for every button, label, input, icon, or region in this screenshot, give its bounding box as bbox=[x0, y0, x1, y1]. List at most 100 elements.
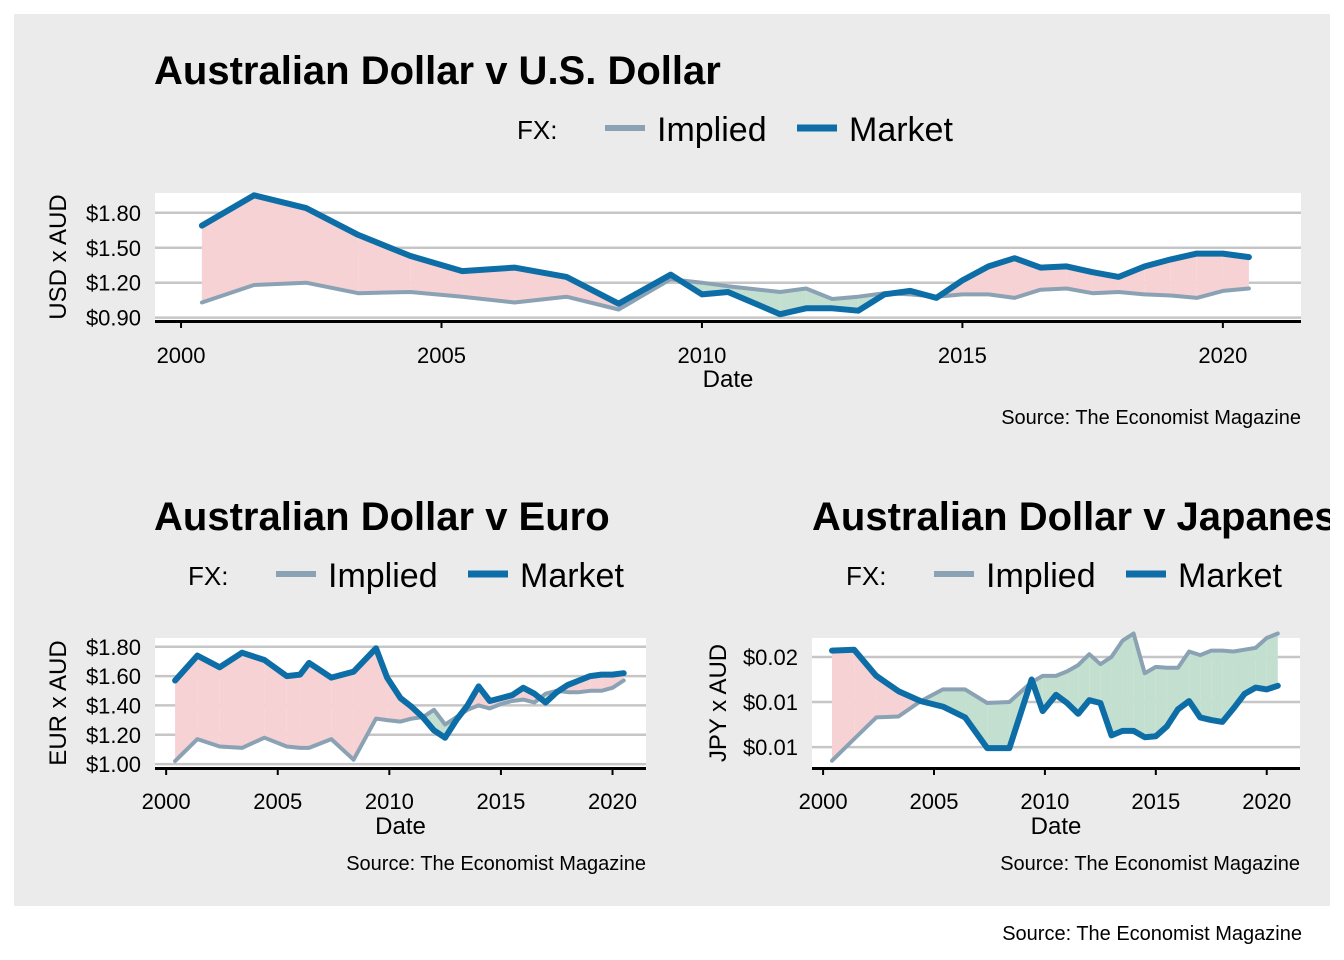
source-note: Source: The Economist Magazine bbox=[1001, 407, 1301, 429]
source-note: Source: The Economist Magazine bbox=[1000, 853, 1300, 875]
overvalued-area bbox=[308, 662, 332, 748]
x-tick-label: 2000 bbox=[157, 343, 206, 368]
y-tick-label: $0.01 bbox=[743, 735, 798, 760]
y-tick-label: $1.80 bbox=[86, 635, 141, 660]
overvalued-area bbox=[358, 234, 411, 294]
overvalued-area bbox=[286, 674, 301, 748]
legend: FX: Implied Market bbox=[846, 557, 1282, 595]
x-tick-label: 2005 bbox=[253, 789, 302, 814]
legend-label-market: Market bbox=[1178, 557, 1282, 595]
legend: FX: Implied Market bbox=[517, 111, 953, 149]
x-tick-label: 2005 bbox=[417, 343, 466, 368]
series-line-market bbox=[198, 192, 1252, 318]
chart-title: Australian Dollar v Euro bbox=[154, 495, 610, 539]
undervalued-area bbox=[1042, 675, 1056, 712]
undervalued-area bbox=[942, 689, 966, 718]
chart-title: Australian Dollar v Japanese Yen bbox=[812, 495, 1344, 539]
legend-title: FX: bbox=[188, 561, 228, 591]
chart-usd: Australian Dollar v U.S. Dollar FX: Implie… bbox=[45, 49, 1301, 429]
y-tick-label: $1.50 bbox=[86, 236, 141, 261]
y-tick-label: $1.40 bbox=[86, 693, 141, 718]
y-axis-title: EUR x AUD bbox=[45, 640, 72, 765]
undervalued-area bbox=[1266, 633, 1278, 690]
x-tick-label: 2010 bbox=[365, 789, 414, 814]
overvalued-area bbox=[831, 649, 855, 761]
legend-title: FX: bbox=[517, 115, 557, 145]
y-tick-label: $1.20 bbox=[86, 271, 141, 296]
legend-label-implied: Implied bbox=[986, 557, 1096, 595]
series-line-implied bbox=[173, 678, 626, 764]
x-tick-label: 2000 bbox=[142, 789, 191, 814]
x-tick-label: 2000 bbox=[799, 789, 848, 814]
legend-label-implied: Implied bbox=[328, 557, 438, 595]
undervalued-area bbox=[1122, 633, 1134, 731]
overvalued-area bbox=[264, 659, 287, 747]
y-tick-label: $0.02 bbox=[743, 645, 798, 670]
series-line-implied bbox=[199, 277, 1251, 312]
undervalued-area bbox=[1222, 650, 1234, 722]
y-axis-title: JPY x AUD bbox=[705, 644, 732, 762]
legend-title: FX: bbox=[846, 561, 886, 591]
overvalued-area bbox=[197, 655, 220, 747]
overvalued-area bbox=[387, 677, 401, 722]
undervalued-area bbox=[1111, 640, 1123, 736]
overvalued-area bbox=[1170, 253, 1197, 298]
x-tick-label: 2015 bbox=[938, 343, 987, 368]
series-line-market bbox=[172, 645, 627, 741]
x-tick-label: 2020 bbox=[1242, 789, 1291, 814]
overvalued-area bbox=[375, 648, 388, 721]
footer-source-note: Source: The Economist Magazine bbox=[1002, 923, 1302, 945]
undervalued-area bbox=[1133, 633, 1145, 738]
overvalued-area bbox=[1040, 266, 1067, 290]
overvalued-area bbox=[1196, 253, 1223, 298]
overvalued-area bbox=[201, 195, 254, 303]
x-axis-title: Date bbox=[375, 813, 426, 840]
undervalued-area bbox=[1200, 650, 1212, 721]
overvalued-area bbox=[300, 662, 309, 748]
y-tick-label: $1.60 bbox=[86, 664, 141, 689]
overvalued-area bbox=[175, 655, 198, 762]
undervalued-area bbox=[987, 702, 1010, 749]
x-tick-label: 2015 bbox=[1131, 789, 1180, 814]
y-tick-label: $1.80 bbox=[86, 201, 141, 226]
series-line-market bbox=[829, 646, 1281, 752]
x-tick-label: 2005 bbox=[910, 789, 959, 814]
overvalued-area bbox=[462, 267, 515, 303]
x-tick-label: 2020 bbox=[588, 789, 637, 814]
overvalued-area bbox=[1118, 266, 1145, 295]
source-note: Source: The Economist Magazine bbox=[346, 853, 646, 875]
chart-title: Australian Dollar v U.S. Dollar bbox=[154, 49, 721, 93]
overvalued-area bbox=[410, 255, 463, 297]
legend: FX: Implied Market bbox=[188, 557, 624, 595]
overvalued-area bbox=[898, 691, 921, 717]
overvalued-area bbox=[876, 675, 899, 718]
overvalued-area bbox=[962, 266, 989, 295]
y-tick-label: $0.90 bbox=[86, 306, 141, 331]
undervalued-area bbox=[1211, 650, 1223, 722]
x-tick-label: 2020 bbox=[1198, 343, 1247, 368]
x-tick-label: 2010 bbox=[677, 343, 726, 368]
undervalued-area bbox=[1244, 647, 1256, 694]
undervalued-area bbox=[1089, 654, 1101, 703]
y-tick-label: $1.00 bbox=[86, 752, 141, 777]
y-tick-label: $0.01 bbox=[743, 690, 798, 715]
overvalued-area bbox=[1144, 259, 1171, 296]
legend-label-market: Market bbox=[520, 557, 624, 595]
charts-root: Australian Dollar v U.S. Dollar FX: Implie… bbox=[45, 49, 1344, 875]
overvalued-area bbox=[353, 648, 376, 760]
x-axis-title: Date bbox=[1031, 813, 1082, 840]
x-axis-title: Date bbox=[703, 366, 754, 393]
overvalued-area bbox=[1222, 253, 1249, 291]
legend-label-implied: Implied bbox=[657, 111, 767, 149]
undervalued-area bbox=[1255, 638, 1267, 690]
legend-label-market: Market bbox=[849, 111, 953, 149]
overvalued-area bbox=[219, 652, 243, 748]
y-tick-label: $1.20 bbox=[86, 723, 141, 748]
overvalued-area bbox=[988, 258, 1015, 298]
undervalued-area bbox=[1155, 666, 1167, 737]
chart-jpy: Australian Dollar v Japanese Yen FX: Impli… bbox=[705, 495, 1344, 875]
undervalued-area bbox=[1100, 656, 1112, 736]
x-tick-label: 2015 bbox=[476, 789, 525, 814]
undervalued-area bbox=[806, 288, 833, 309]
